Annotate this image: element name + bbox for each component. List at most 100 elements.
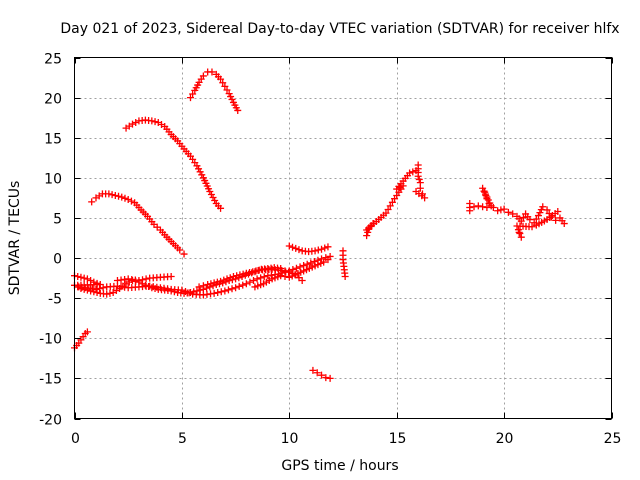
data-point: [289, 243, 297, 251]
data-point: [103, 290, 111, 298]
data-point: [199, 282, 207, 290]
y-tick-label: 25: [44, 52, 62, 68]
y-tick-label: -20: [39, 413, 62, 429]
y-axis-label: SDTVAR / TECUs: [7, 181, 23, 296]
data-point: [517, 233, 525, 241]
data-point: [494, 207, 502, 215]
data-point: [178, 286, 186, 294]
axis-ticks: [74, 57, 613, 420]
data-point: [470, 203, 478, 211]
data-point: [479, 184, 487, 192]
data-point: [249, 268, 257, 276]
data-point: [234, 106, 242, 114]
data-point: [514, 226, 522, 234]
data-point: [99, 284, 107, 292]
data-point: [298, 277, 306, 285]
data-point: [124, 195, 132, 203]
data-point: [207, 190, 215, 198]
data-point: [233, 272, 241, 280]
x-tick-labels: 0 5 10 15 20 25: [71, 431, 621, 447]
data-point: [115, 192, 123, 200]
data-point: [151, 118, 159, 126]
data-point: [226, 274, 234, 282]
data-point: [236, 271, 244, 279]
data-point: [292, 264, 300, 272]
data-point: [246, 268, 254, 276]
data-point: [318, 245, 326, 253]
data-point: [195, 283, 203, 291]
x-tick-label: 0: [71, 431, 80, 447]
data-point: [388, 198, 396, 206]
data-point: [257, 274, 265, 282]
data-point: [277, 272, 285, 280]
data-point: [167, 273, 175, 281]
data-point: [220, 276, 228, 284]
data-point: [516, 229, 524, 237]
data-point: [121, 194, 129, 202]
data-point: [108, 191, 116, 199]
data-point: [224, 286, 232, 294]
data-point: [386, 202, 394, 210]
data-point: [210, 279, 218, 287]
data-point: [474, 202, 482, 210]
data-point: [539, 203, 547, 211]
data-point: [489, 204, 497, 212]
data-point: [322, 374, 330, 382]
data-point: [281, 273, 289, 281]
data-point: [303, 260, 311, 268]
data-point: [242, 280, 250, 288]
x-tick-label: 15: [389, 431, 407, 447]
data-point: [292, 244, 300, 252]
data-point: [239, 281, 247, 289]
data-point: [483, 195, 491, 203]
data-point: [142, 275, 150, 283]
data-point: [223, 86, 231, 94]
data-point: [122, 280, 130, 288]
y-tick-label: -15: [39, 372, 62, 388]
data-point: [252, 267, 260, 275]
data-point: [223, 275, 231, 283]
data-point: [217, 75, 225, 83]
data-point: [554, 208, 562, 216]
data-point: [289, 266, 297, 274]
data-point: [206, 187, 214, 195]
data-point: [198, 171, 206, 179]
y-tick-label: -5: [48, 292, 62, 308]
data-point: [208, 68, 216, 76]
data-point: [324, 243, 332, 251]
data-point: [209, 193, 217, 201]
data-point: [526, 216, 534, 224]
data-point: [285, 268, 293, 276]
y-tick-label: 5: [53, 212, 62, 228]
data-point: [199, 72, 207, 80]
data-point: [517, 217, 525, 225]
data-point: [560, 220, 568, 228]
data-point: [211, 196, 219, 204]
data-point: [466, 207, 474, 215]
y-tick-label: 0: [53, 252, 62, 268]
data-point: [382, 209, 390, 217]
chart-title: Day 021 of 2023, Sidereal Day-to-day VTE…: [60, 21, 619, 37]
data-point: [213, 278, 221, 286]
plot-frame: [74, 57, 612, 419]
data-point: [326, 374, 334, 382]
data-point: [260, 273, 268, 281]
data-point: [74, 273, 82, 281]
y-tick-labels: -20 -15 -10 -5 0 5 10 15 20 25: [39, 52, 62, 429]
data-point: [207, 280, 215, 288]
y-tick-label: 10: [44, 172, 62, 188]
data-point: [295, 246, 303, 254]
data-point: [416, 184, 424, 192]
data-point: [118, 193, 126, 201]
data-point: [229, 273, 237, 281]
data-point: [80, 274, 88, 282]
data-point: [396, 183, 404, 191]
data-point: [552, 216, 560, 224]
y-tick-label: -10: [39, 332, 62, 348]
data-point: [106, 289, 114, 297]
data-point: [210, 289, 218, 297]
data-points: [71, 68, 568, 382]
data-point: [93, 289, 101, 297]
data-point: [195, 165, 203, 173]
